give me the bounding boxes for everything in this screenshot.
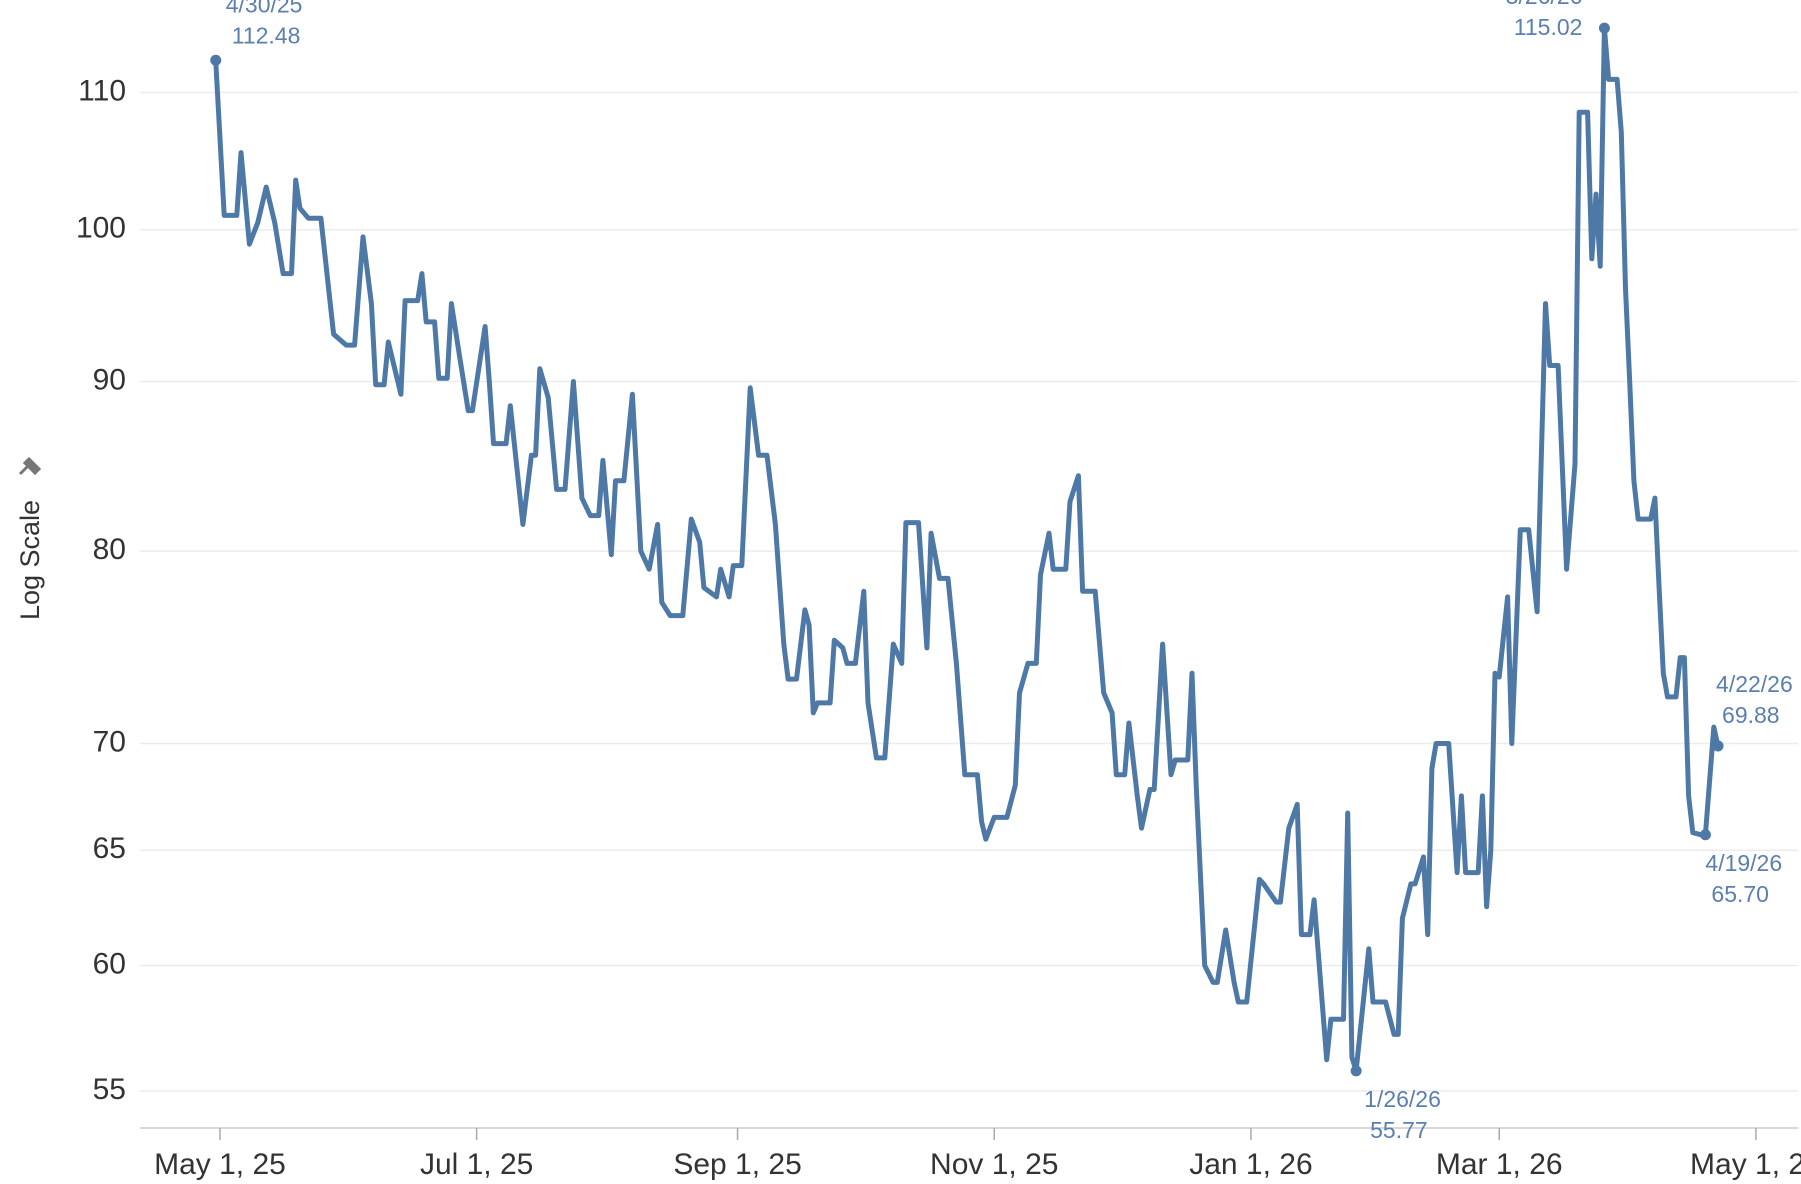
y-tick-label: 70 (93, 725, 126, 758)
x-tick-label: Jan 1, 26 (1189, 1148, 1312, 1181)
y-tick-label: 100 (76, 212, 126, 245)
y-tick-label: 90 (93, 363, 126, 396)
annotation-dot (1598, 22, 1610, 34)
annotation-date: 1/26/26 (1364, 1086, 1441, 1112)
y-tick-label: 110 (78, 74, 126, 107)
annotation-value: 115.02 (1514, 14, 1583, 40)
y-tick-label: 65 (93, 832, 126, 865)
x-tick-label: May 1, 25 (154, 1148, 286, 1181)
annotation-date: 4/22/26 (1716, 671, 1793, 697)
annotation-value: 69.88 (1722, 702, 1780, 728)
x-tick-label: Jul 1, 25 (420, 1148, 533, 1181)
x-tick-label: May 1, 26 (1690, 1148, 1801, 1181)
x-tick-label: Nov 1, 25 (930, 1148, 1058, 1181)
annotation-value: 65.70 (1711, 881, 1769, 907)
line (213, 25, 1721, 1074)
annotation-date: 3/26/26 (1506, 0, 1583, 9)
annotation-dot (1350, 1065, 1362, 1077)
annotation-date: 4/30/25 (226, 0, 303, 17)
x-tick-label: Mar 1, 26 (1436, 1148, 1563, 1181)
annotation-dot (210, 54, 222, 66)
annotation-value: 112.48 (232, 22, 301, 48)
annotation-value: 55.77 (1370, 1117, 1428, 1143)
y-axis-label: Log Scale (15, 500, 45, 620)
annotation-dot (1712, 740, 1724, 752)
y-tick-label: 60 (93, 947, 126, 980)
annotation-dot (1699, 829, 1711, 841)
y-tick-label: 55 (93, 1073, 126, 1106)
annotation-date: 4/19/26 (1705, 850, 1782, 876)
y-tick-label: 80 (93, 533, 126, 566)
pin-icon (18, 456, 42, 476)
x-tick-label: Sep 1, 25 (673, 1148, 801, 1181)
